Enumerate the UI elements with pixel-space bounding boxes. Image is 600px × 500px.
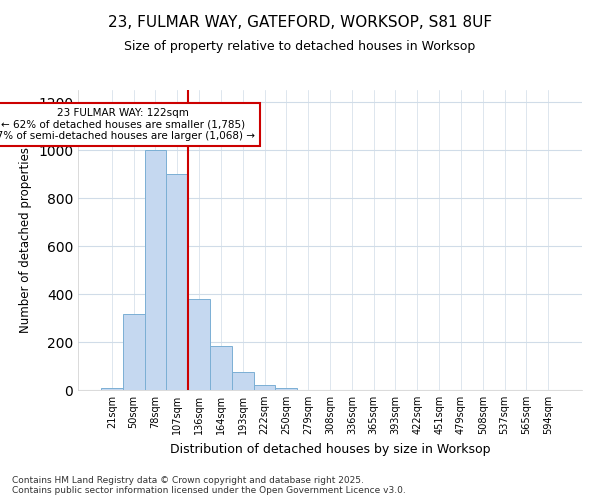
Bar — [101, 388, 123, 390]
Bar — [254, 384, 275, 390]
Bar — [232, 372, 254, 390]
Bar — [145, 150, 166, 390]
Text: Size of property relative to detached houses in Worksop: Size of property relative to detached ho… — [124, 40, 476, 53]
X-axis label: Distribution of detached houses by size in Worksop: Distribution of detached houses by size … — [170, 442, 490, 456]
Bar — [123, 314, 145, 390]
Text: 23 FULMAR WAY: 122sqm
← 62% of detached houses are smaller (1,785)
37% of semi-d: 23 FULMAR WAY: 122sqm ← 62% of detached … — [0, 108, 255, 141]
Bar — [188, 299, 210, 390]
Bar — [166, 174, 188, 390]
Text: Contains HM Land Registry data © Crown copyright and database right 2025.
Contai: Contains HM Land Registry data © Crown c… — [12, 476, 406, 495]
Y-axis label: Number of detached properties: Number of detached properties — [19, 147, 32, 333]
Bar — [210, 346, 232, 390]
Bar — [275, 388, 297, 390]
Text: 23, FULMAR WAY, GATEFORD, WORKSOP, S81 8UF: 23, FULMAR WAY, GATEFORD, WORKSOP, S81 8… — [108, 15, 492, 30]
